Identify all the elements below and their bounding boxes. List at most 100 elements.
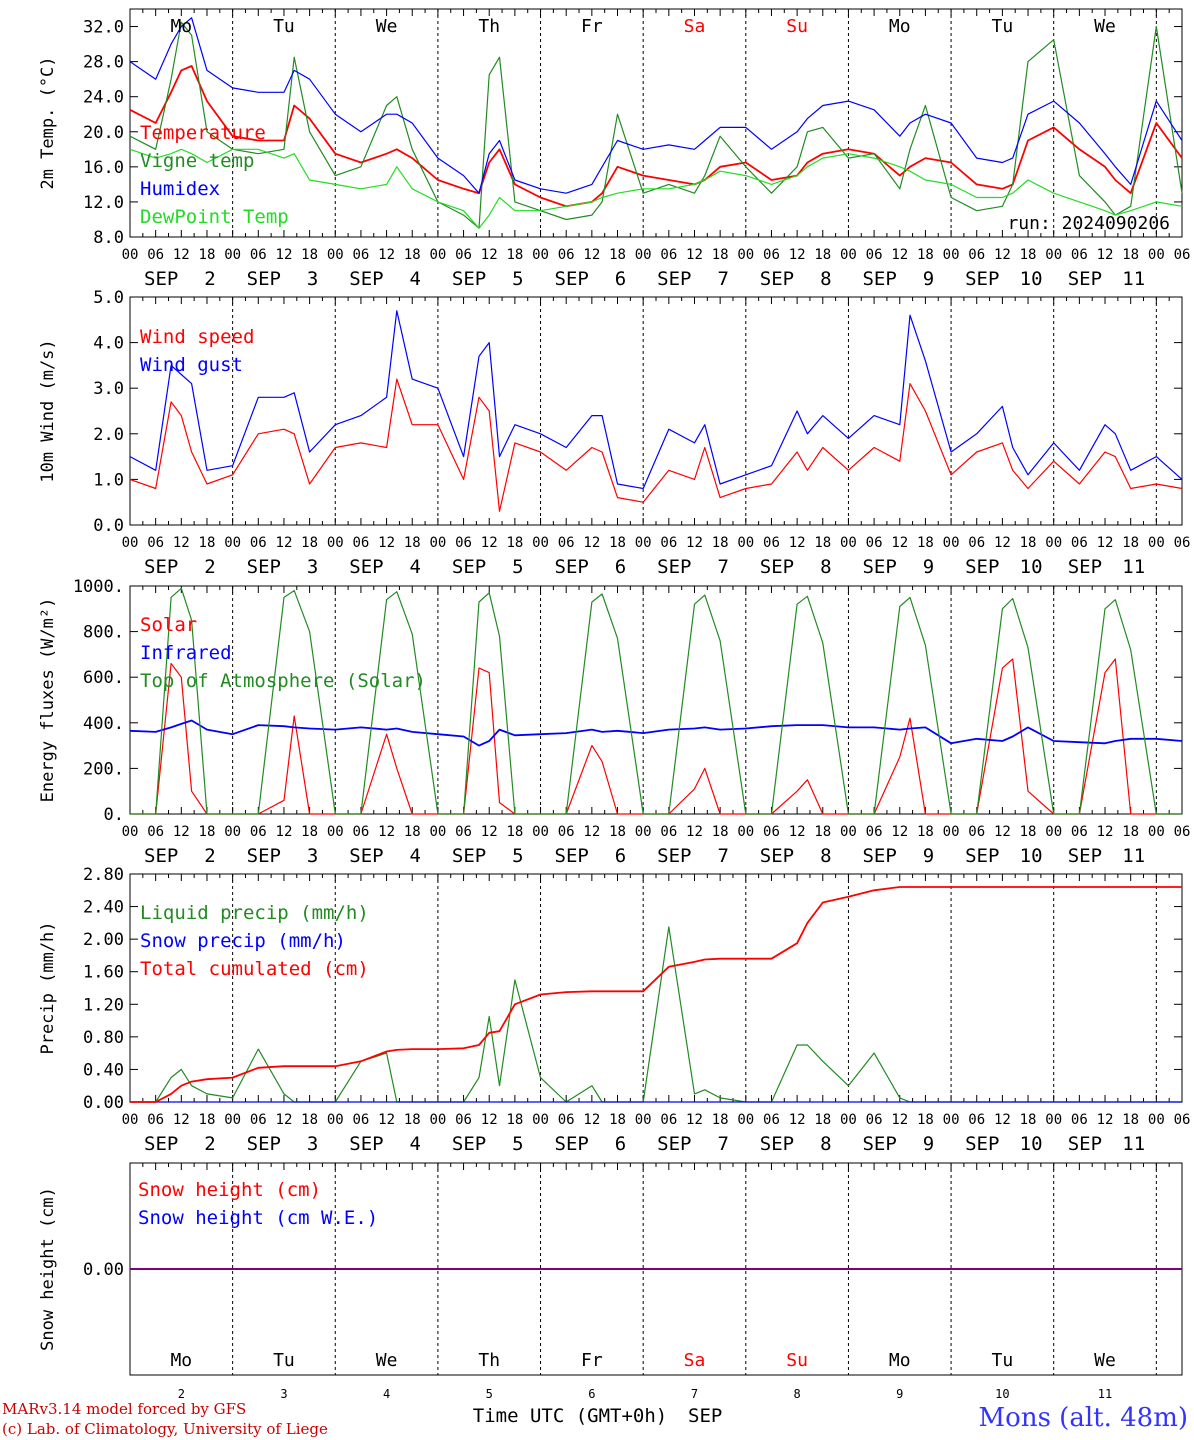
- hour-tick-label: 12: [686, 247, 703, 263]
- date-day-label: 9: [923, 845, 934, 867]
- series-line-4-3: [130, 886, 1182, 1103]
- weekday-label: We: [376, 1350, 398, 1371]
- hour-tick-label: 00: [1045, 1112, 1062, 1128]
- hour-tick-label: 18: [199, 1112, 216, 1128]
- date-day-label: 9: [923, 556, 934, 578]
- y-axis-label: Snow height (cm): [38, 1187, 58, 1351]
- hour-tick-label: 18: [199, 535, 216, 551]
- hour-tick-label: 12: [583, 247, 600, 263]
- hour-tick-label: 06: [250, 1112, 267, 1128]
- hour-tick-label: 18: [917, 824, 934, 840]
- hour-tick-label: 00: [840, 1112, 857, 1128]
- hour-tick-label: 18: [506, 1112, 523, 1128]
- date-day-label: 4: [410, 268, 421, 290]
- hour-tick-label: 06: [968, 1112, 985, 1128]
- series-line-3-1: [130, 658, 1182, 815]
- hour-tick-label: 12: [378, 1112, 395, 1128]
- hour-tick-label: 00: [224, 824, 241, 840]
- hour-tick-label: 18: [712, 824, 729, 840]
- hour-tick-label: 06: [147, 1112, 164, 1128]
- hour-tick-label: 12: [994, 247, 1011, 263]
- y-tick-label: 1.20: [83, 995, 124, 1015]
- run-annotation: run: 2024090206: [1007, 213, 1170, 234]
- y-axis-label: 10m Wind (m/s): [38, 339, 58, 482]
- hour-tick-label: 06: [763, 824, 780, 840]
- hour-tick-label: 12: [378, 824, 395, 840]
- hour-tick-label: 06: [763, 535, 780, 551]
- date-day-label: 11: [1122, 845, 1145, 867]
- hour-tick-label: 06: [866, 824, 883, 840]
- hour-tick-label: 06: [352, 535, 369, 551]
- hour-tick-label: 18: [301, 1112, 318, 1128]
- hour-tick-label: 18: [301, 535, 318, 551]
- panel-2: 0.0 1.0 2.0 3.0 4.0 5.0 10m Wind (m/s) Wind spe…: [38, 288, 1190, 578]
- hour-tick-label: 06: [866, 1112, 883, 1128]
- date-day-label: 11: [1098, 1387, 1112, 1401]
- hour-tick-label: 06: [455, 824, 472, 840]
- hour-tick-label: 18: [404, 1112, 421, 1128]
- hour-tick-label: 00: [635, 824, 652, 840]
- hour-tick-label: 00: [840, 824, 857, 840]
- hour-tick-label: 00: [737, 535, 754, 551]
- hour-tick-label: 00: [943, 247, 960, 263]
- hour-tick-label: 00: [1045, 824, 1062, 840]
- date-day-label: 5: [512, 556, 523, 578]
- date-month-label: SEP: [452, 1133, 486, 1155]
- date-day-label: 3: [307, 556, 318, 578]
- hour-tick-label: 18: [1122, 247, 1139, 263]
- hour-tick-label: 12: [994, 535, 1011, 551]
- panel-5: 0.00 Snow height (cm) Snow height (cm) Snow…: [38, 1162, 1183, 1401]
- date-day-label: 11: [1122, 268, 1145, 290]
- date-day-label: 10: [995, 1387, 1009, 1401]
- weekday-label: Fr: [581, 16, 603, 37]
- hour-tick-label: 06: [558, 247, 575, 263]
- hour-tick-label: 12: [994, 824, 1011, 840]
- hour-tick-label: 00: [327, 1112, 344, 1128]
- y-tick-label: 12.0: [83, 193, 124, 213]
- weekday-label: Th: [478, 1350, 500, 1371]
- date-day-label: 8: [820, 1133, 831, 1155]
- hour-tick-label: 12: [789, 1112, 806, 1128]
- legend-entry: Liquid precip (mm/h): [140, 902, 369, 924]
- y-tick-label: 4.0: [93, 334, 124, 354]
- hour-tick-label: 00: [224, 1112, 241, 1128]
- y-tick-label: 600.: [83, 668, 124, 688]
- date-month-label: SEP: [144, 845, 178, 867]
- hour-tick-label: 00: [737, 824, 754, 840]
- y-tick-label: 16.0: [83, 158, 124, 178]
- hour-tick-label: 06: [968, 535, 985, 551]
- hour-tick-label: 06: [455, 247, 472, 263]
- hour-tick-label: 18: [1020, 824, 1037, 840]
- hour-tick-label: 00: [1148, 247, 1165, 263]
- legend-entry: Vigne temp: [140, 150, 254, 172]
- hour-tick-label: 06: [352, 1112, 369, 1128]
- hour-tick-label: 00: [1148, 1112, 1165, 1128]
- y-tick-label: 2.40: [83, 898, 124, 918]
- weekday-label: Su: [786, 1350, 808, 1371]
- weekday-label: We: [1094, 1350, 1116, 1371]
- series-line-1-2: [129, 21, 1183, 229]
- y-tick-label: 20.0: [83, 123, 124, 143]
- date-month-label: SEP: [760, 556, 794, 578]
- date-day-label: 4: [383, 1387, 390, 1401]
- legend-entry: Snow height (cm W.E.): [138, 1207, 378, 1229]
- weekday-label: Sa: [684, 1350, 706, 1371]
- hour-tick-label: 18: [404, 247, 421, 263]
- hour-tick-label: 12: [686, 824, 703, 840]
- hour-tick-label: 12: [481, 1112, 498, 1128]
- hour-tick-label: 00: [840, 535, 857, 551]
- hour-tick-label: 06: [763, 1112, 780, 1128]
- y-tick-label: 800.: [83, 623, 124, 643]
- date-day-label: 3: [280, 1387, 287, 1401]
- hour-tick-label: 06: [352, 824, 369, 840]
- hour-tick-label: 18: [814, 824, 831, 840]
- hour-tick-label: 18: [506, 535, 523, 551]
- hour-tick-label: 12: [686, 1112, 703, 1128]
- date-month-label: SEP: [657, 268, 691, 290]
- hour-tick-label: 06: [250, 824, 267, 840]
- weekday-label: Th: [478, 16, 500, 37]
- legend-entry: Temperature: [140, 122, 266, 144]
- hour-tick-label: 06: [558, 1112, 575, 1128]
- date-day-label: 2: [204, 268, 215, 290]
- date-day-label: 5: [512, 268, 523, 290]
